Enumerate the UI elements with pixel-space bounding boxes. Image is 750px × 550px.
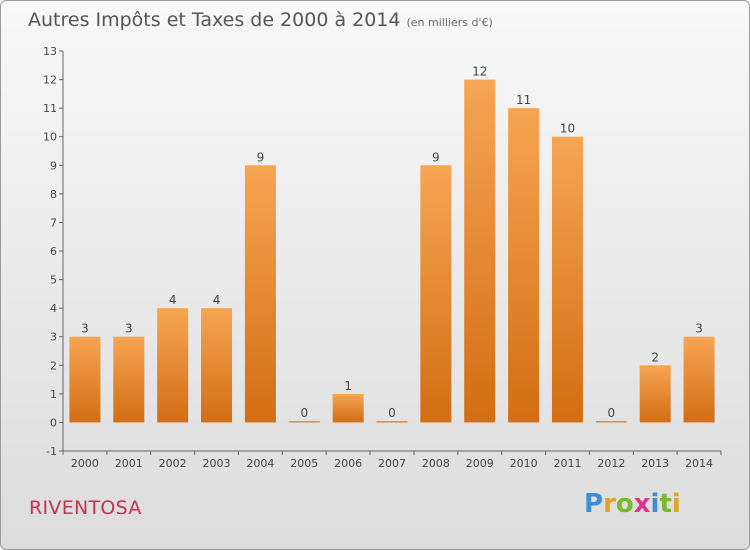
data-label: 0 bbox=[388, 406, 396, 420]
bar bbox=[639, 365, 671, 423]
data-label: 3 bbox=[125, 322, 133, 336]
bar bbox=[464, 79, 496, 423]
x-tick-label: 2001 bbox=[115, 457, 143, 470]
data-label: 3 bbox=[695, 322, 703, 336]
bar bbox=[69, 336, 101, 423]
data-label: 11 bbox=[516, 93, 531, 107]
chart-unit: (en milliers d'€) bbox=[406, 16, 493, 29]
y-tick-label: 12 bbox=[43, 74, 57, 87]
y-tick-label: 8 bbox=[50, 188, 57, 201]
bars bbox=[69, 79, 715, 423]
data-label: 9 bbox=[432, 150, 440, 164]
data-label: 10 bbox=[560, 122, 575, 136]
y-tick-label: 1 bbox=[50, 388, 57, 401]
y-tick-label: 13 bbox=[43, 45, 57, 58]
y-tick-label: -1 bbox=[46, 445, 57, 458]
x-tick-label: 2013 bbox=[641, 457, 669, 470]
data-label: 0 bbox=[608, 406, 616, 420]
data-label: 1 bbox=[344, 379, 352, 393]
x-tick-label: 2009 bbox=[466, 457, 494, 470]
y-tick-label: 9 bbox=[50, 159, 57, 172]
bar bbox=[113, 336, 145, 423]
x-tick-label: 2008 bbox=[422, 457, 450, 470]
y-tick-label: 2 bbox=[50, 359, 57, 372]
bar bbox=[332, 393, 364, 423]
data-label: 3 bbox=[81, 322, 89, 336]
bar bbox=[376, 420, 408, 423]
x-tick-label: 2014 bbox=[685, 457, 713, 470]
data-label: 2 bbox=[651, 350, 659, 364]
logo-letter: x bbox=[633, 489, 651, 519]
bar bbox=[508, 108, 540, 423]
logo-letter: t bbox=[659, 489, 672, 519]
bar bbox=[157, 308, 189, 423]
x-tick-label: 2006 bbox=[334, 457, 362, 470]
bar bbox=[201, 308, 233, 423]
chart-title: Autres Impôts et Taxes de 2000 à 2014 (en… bbox=[28, 9, 493, 31]
x-tick-label: 2000 bbox=[71, 457, 99, 470]
x-tick-label: 2011 bbox=[553, 457, 581, 470]
y-tick-label: 3 bbox=[50, 331, 57, 344]
x-tick-label: 2003 bbox=[203, 457, 231, 470]
bar bbox=[244, 165, 276, 423]
bar bbox=[551, 136, 583, 423]
x-tick-label: 2012 bbox=[597, 457, 625, 470]
x-tick-label: 2007 bbox=[378, 457, 406, 470]
logo-letter: P bbox=[584, 489, 604, 519]
y-tick-label: 0 bbox=[50, 416, 57, 429]
y-tick-label: 4 bbox=[50, 302, 57, 315]
proxiti-logo: Proxiti bbox=[584, 489, 681, 519]
bar bbox=[683, 336, 715, 423]
commune-name: RIVENTOSA bbox=[29, 497, 142, 519]
x-tick-label: 2004 bbox=[246, 457, 274, 470]
y-tick-label: 7 bbox=[50, 216, 57, 229]
y-tick-label: 11 bbox=[43, 102, 57, 115]
bar bbox=[420, 165, 452, 423]
x-tick-label: 2005 bbox=[290, 457, 318, 470]
y-tick-label: 6 bbox=[50, 245, 57, 258]
bar bbox=[595, 420, 627, 423]
data-label: 0 bbox=[300, 406, 308, 420]
y-tick-label: 5 bbox=[50, 274, 57, 287]
data-label: 9 bbox=[257, 150, 265, 164]
x-tick-label: 2002 bbox=[159, 457, 187, 470]
chart-title-text: Autres Impôts et Taxes de 2000 à 2014 bbox=[28, 9, 401, 31]
data-label: 12 bbox=[472, 65, 487, 79]
logo-letter: r bbox=[603, 489, 616, 519]
data-label: 4 bbox=[213, 293, 221, 307]
x-tick-label: 2010 bbox=[510, 457, 538, 470]
logo-letter: i bbox=[650, 489, 660, 519]
y-tick-label: 10 bbox=[43, 131, 57, 144]
data-label: 4 bbox=[169, 293, 177, 307]
bar bbox=[288, 420, 320, 423]
logo-letter: i bbox=[671, 489, 681, 519]
logo-letter: o bbox=[615, 489, 634, 519]
